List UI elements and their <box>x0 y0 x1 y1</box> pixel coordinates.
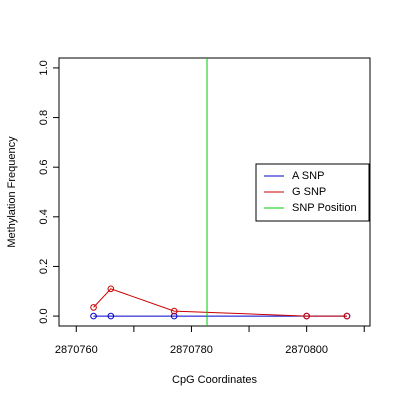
series-point-1 <box>107 285 115 293</box>
y-tick-label: 0.4 <box>38 209 50 224</box>
series-point-1 <box>303 312 310 320</box>
series-point-1 <box>343 312 351 320</box>
x-tick-label: 2870800 <box>285 344 328 356</box>
x-tick-label: 2870780 <box>170 344 213 356</box>
x-tick-label: 2870760 <box>55 344 98 356</box>
legend-label: A SNP <box>292 170 324 182</box>
legend-box <box>255 163 370 222</box>
series-point-0 <box>170 312 178 320</box>
series-point-1 <box>170 307 178 315</box>
series-point-1 <box>90 304 97 311</box>
legend-label: SNP Position <box>292 202 357 214</box>
x-axis: 2870760 2870780 2870800 <box>55 326 365 356</box>
series-point-0 <box>90 312 97 320</box>
y-tick-label: 0.2 <box>38 259 50 274</box>
series-point-0 <box>107 312 115 320</box>
y-tick-label: 0.6 <box>38 160 50 175</box>
legend-label: G SNP <box>292 186 326 198</box>
y-axis: 0.0 0.2 0.4 0.6 0.8 1.0 <box>38 60 59 324</box>
legend: A SNP G SNP SNP Position <box>255 163 370 222</box>
series-line-1 <box>93 288 347 317</box>
plot-frame <box>58 57 371 327</box>
y-tick-label: 0.0 <box>38 308 50 323</box>
y-axis-title: Methylation Frequency <box>6 136 18 248</box>
x-axis-title: CpG Coordinates <box>172 374 257 386</box>
series-layer <box>90 285 351 320</box>
y-tick-label: 0.8 <box>38 110 50 125</box>
y-tick-label: 1.0 <box>38 60 50 75</box>
